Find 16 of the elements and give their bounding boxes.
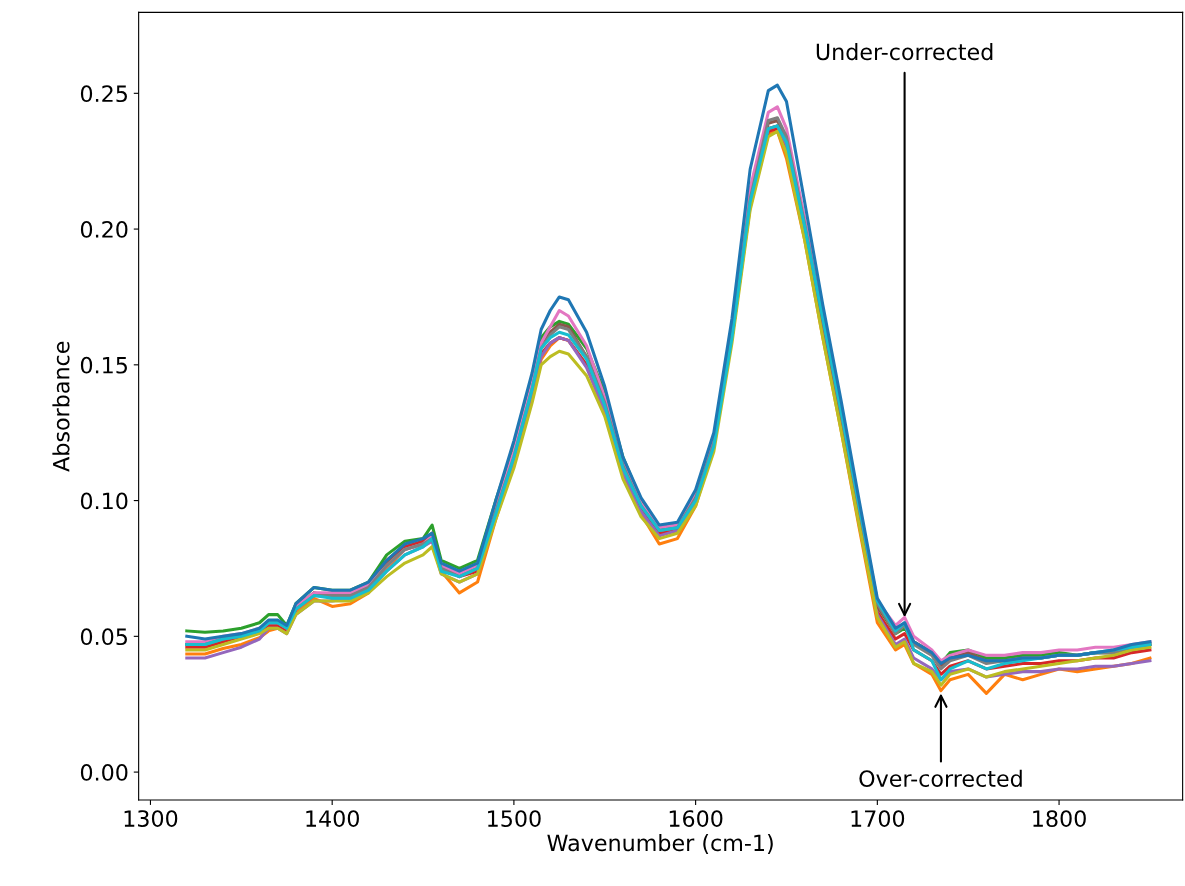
x-tick-label: 1500 [488, 810, 541, 827]
x-tick-label: 1800 [1033, 810, 1086, 827]
x-tick-label: 1300 [124, 810, 178, 827]
y-axis-title: Absorbance [52, 341, 70, 472]
y-tick-label: 0.25 [80, 85, 127, 103]
y-tick-label: 0.15 [80, 356, 127, 374]
annotation: Over-corrected [859, 769, 1022, 787]
x-tick-label: 1400 [306, 810, 359, 827]
y-tick-label: 0.05 [80, 628, 127, 646]
annotation: Under-corrected [816, 43, 993, 61]
x-axis-title: Wavenumber (cm-1) [547, 834, 773, 854]
y-tick-label: 0.10 [80, 492, 128, 510]
x-tick-label: 1600 [669, 810, 723, 827]
y-tick-label: 0.20 [80, 221, 128, 238]
y-tick-label: 0.00 [80, 764, 128, 781]
x-tick-label: 1700 [851, 810, 905, 827]
